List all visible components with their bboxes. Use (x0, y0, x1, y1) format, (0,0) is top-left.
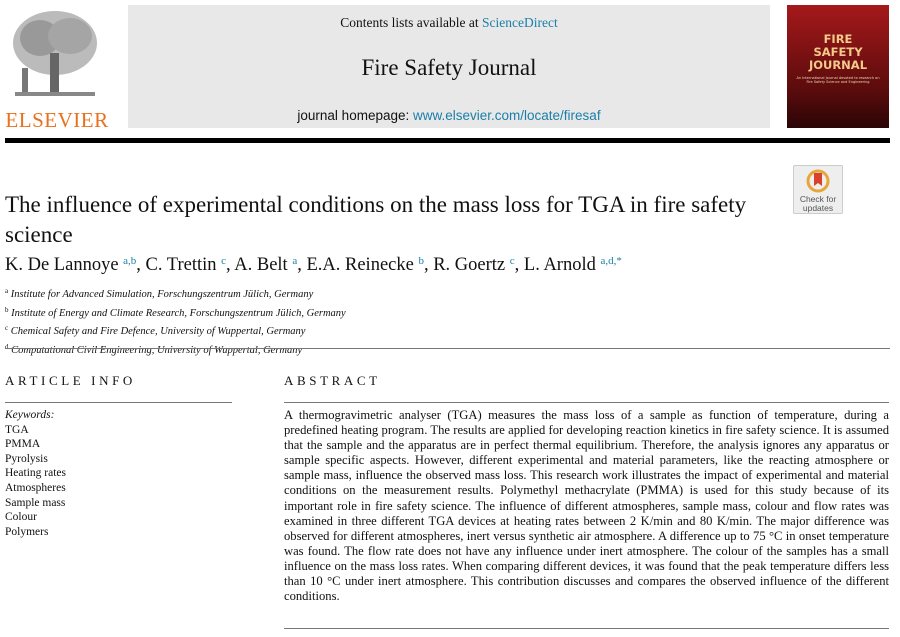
affiliation: Institute of Energy and Climate Research… (11, 307, 346, 319)
cover-title-line: FIRE (823, 32, 853, 46)
cover-title-line: SAFETY (813, 45, 863, 59)
journal-header: Contents lists available at ScienceDirec… (128, 5, 770, 128)
author-affiliation[interactable]: a,b (123, 255, 137, 267)
author[interactable]: E.A. Reinecke (306, 255, 414, 275)
author-affiliation[interactable]: c (509, 255, 515, 267)
keywords-label: Keywords: (5, 409, 55, 421)
author[interactable]: A. Belt (234, 255, 288, 275)
keyword: Pyrolysis (5, 452, 48, 465)
abstract-heading: ABSTRACT (284, 373, 381, 388)
author-affiliation[interactable]: a,d,* (600, 255, 622, 267)
cover-title-line: JOURNAL (808, 58, 868, 72)
bookmark-icon (806, 169, 830, 193)
article-title: The influence of experimental conditions… (5, 192, 747, 247)
affiliation: Institute for Advanced Simulation, Forsc… (10, 289, 314, 300)
keyword: Sample mass (5, 496, 66, 509)
author[interactable]: K. De Lannoye (5, 255, 119, 275)
cover-subtitle: An International Journal devoted to rese… (796, 76, 880, 84)
keyword: TGA (5, 423, 29, 436)
author[interactable]: L. Arnold (523, 255, 596, 275)
affiliation-key: c (5, 324, 9, 332)
divider (284, 402, 889, 403)
publisher-name: ELSEVIER (5, 108, 109, 132)
check-for-updates-button[interactable]: Check for updates (793, 165, 843, 214)
tree-logo-icon (13, 11, 97, 96)
keywords: Keywords: TGA PMMA Pyrolysis Heating rat… (5, 408, 66, 539)
divider (5, 402, 232, 403)
affiliation-key: b (5, 305, 9, 314)
elsevier-logo: ELSEVIER (5, 8, 108, 132)
abstract-text: A thermogravimetric analyser (TGA) measu… (284, 408, 889, 604)
check-label: updates (802, 203, 834, 213)
article-info-heading: ARTICLE INFO (5, 373, 136, 388)
author-list: K. De Lannoye a,b, C. Trettin c, A. Belt… (5, 255, 622, 275)
affiliation-key: d (5, 342, 9, 351)
journal-name: Fire Safety Journal (361, 55, 537, 80)
keyword: PMMA (5, 438, 41, 451)
header-rule (5, 138, 890, 143)
author[interactable]: R. Goertz (433, 255, 506, 275)
divider (5, 348, 890, 349)
affiliations: a Institute for Advanced Simulation, For… (5, 284, 346, 358)
divider (284, 628, 889, 629)
contents-text: Contents lists available at (340, 15, 482, 30)
keyword: Polymers (5, 525, 49, 538)
affiliation-key: a (5, 287, 9, 295)
homepage-label: journal homepage: (297, 108, 413, 123)
affiliation: Computational Civil Engineering, Univers… (11, 344, 303, 356)
author-affiliation[interactable]: a (292, 255, 298, 267)
affiliation: Chemical Safety and Fire Defence, Univer… (10, 326, 306, 337)
keyword: Atmospheres (5, 481, 66, 494)
journal-homepage-link[interactable]: www.elsevier.com/locate/firesaf (413, 108, 601, 123)
keyword: Colour (5, 511, 37, 524)
sciencedirect-link[interactable]: ScienceDirect (482, 15, 558, 30)
author-affiliation[interactable]: b (418, 255, 424, 267)
check-label: Check for (799, 194, 837, 204)
journal-cover[interactable]: FIRE SAFETY JOURNAL An International Journ… (787, 5, 889, 128)
author-affiliation[interactable]: c (221, 255, 227, 267)
author[interactable]: C. Trettin (145, 255, 217, 275)
keyword: Heating rates (5, 467, 66, 480)
